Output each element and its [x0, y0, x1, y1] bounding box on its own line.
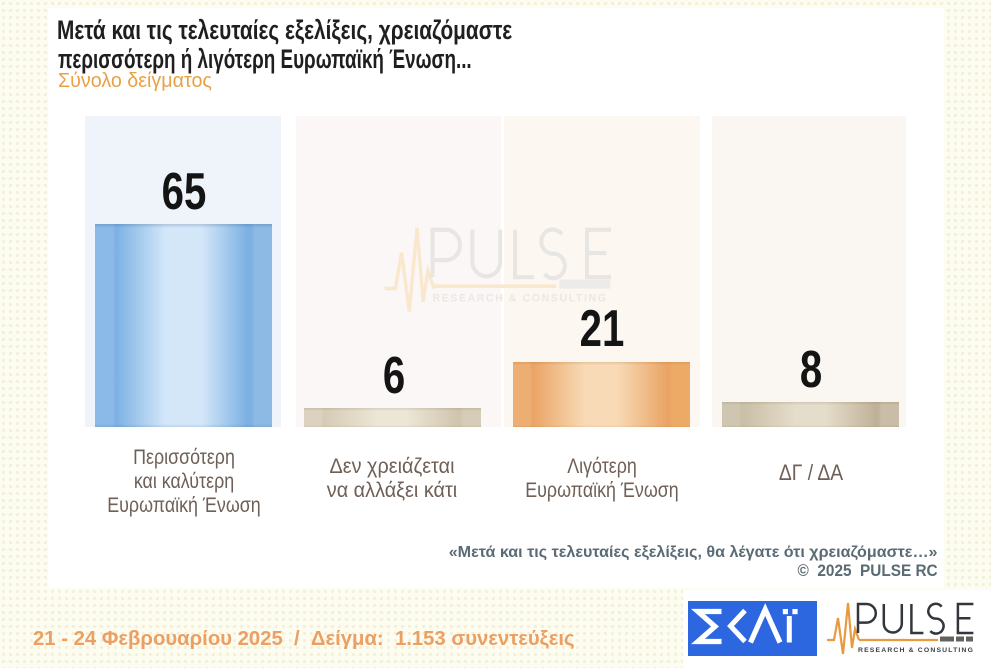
svg-text:RESEARCH & CONSULTING: RESEARCH & CONSULTING [858, 647, 974, 654]
svg-text:RESEARCH & CONSULTING: RESEARCH & CONSULTING [432, 292, 607, 304]
